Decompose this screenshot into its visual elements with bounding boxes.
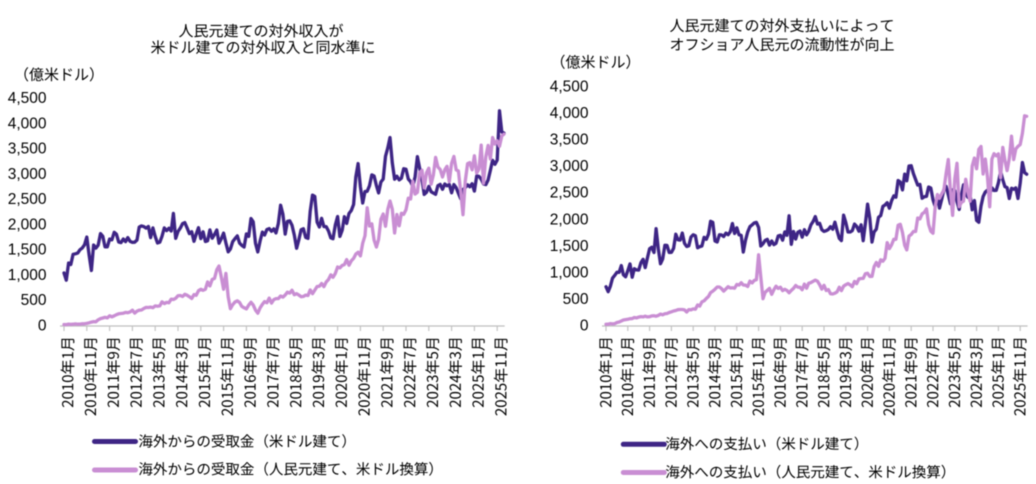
svg-text:3,500: 3,500 bbox=[8, 141, 47, 158]
svg-text:1,500: 1,500 bbox=[550, 238, 589, 255]
svg-text:2,500: 2,500 bbox=[8, 191, 47, 208]
svg-text:500: 500 bbox=[563, 291, 589, 308]
svg-text:3,000: 3,000 bbox=[8, 166, 47, 183]
svg-text:4,000: 4,000 bbox=[550, 105, 589, 122]
svg-text:2,000: 2,000 bbox=[550, 211, 589, 228]
svg-text:1,000: 1,000 bbox=[8, 267, 47, 284]
svg-text:4,500: 4,500 bbox=[8, 90, 47, 107]
svg-text:1,000: 1,000 bbox=[550, 264, 589, 281]
svg-text:4,500: 4,500 bbox=[550, 79, 589, 96]
svg-text:0: 0 bbox=[38, 318, 47, 335]
svg-text:4,000: 4,000 bbox=[8, 116, 47, 133]
svg-text:3,000: 3,000 bbox=[550, 158, 589, 175]
svg-text:0: 0 bbox=[580, 318, 589, 335]
svg-text:1,500: 1,500 bbox=[8, 242, 47, 259]
svg-text:3,500: 3,500 bbox=[550, 132, 589, 149]
svg-text:500: 500 bbox=[21, 292, 47, 309]
svg-text:2,500: 2,500 bbox=[550, 185, 589, 202]
svg-text:2,000: 2,000 bbox=[8, 217, 47, 234]
